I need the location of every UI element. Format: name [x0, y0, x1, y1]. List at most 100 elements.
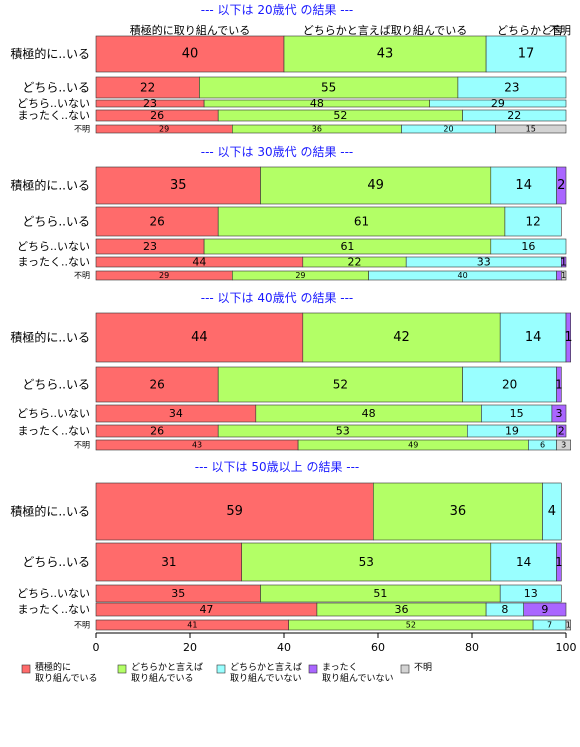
legend-label: 不明 — [414, 662, 432, 673]
data-label: 36 — [312, 125, 322, 134]
data-label: 14 — [515, 178, 532, 193]
bar-segment — [95, 206, 219, 237]
data-label: 15 — [526, 125, 536, 134]
data-label: 29 — [159, 125, 169, 134]
data-label: 59 — [226, 504, 243, 519]
data-label: 15 — [510, 407, 524, 420]
row-label: 積極的に..いる — [10, 330, 90, 345]
bar-segment — [217, 366, 463, 403]
data-label: 13 — [524, 587, 538, 600]
data-label: 3 — [561, 441, 566, 450]
row-label: どちら..いない — [17, 407, 90, 420]
data-label: 52 — [333, 109, 347, 122]
row-label: 不明 — [74, 441, 90, 450]
row-label: どちら..いない — [17, 240, 90, 253]
data-label: 23 — [143, 97, 157, 110]
x-axis: 0 20 40 60 80 100 — [93, 632, 577, 654]
bar-row: どちら..いない 35 51 13 — [17, 584, 562, 603]
data-label: 8 — [501, 603, 508, 616]
data-label: 26 — [150, 425, 164, 438]
data-label: 3 — [555, 407, 562, 420]
bar-segment — [95, 482, 374, 541]
data-label: 49 — [408, 441, 418, 450]
row-label: 積極的に..いる — [10, 46, 90, 61]
data-label: 52 — [406, 621, 416, 630]
row-label: 不明 — [74, 125, 90, 134]
bar-segment — [556, 439, 571, 451]
data-label: 2 — [558, 425, 565, 438]
data-label: 12 — [525, 215, 540, 229]
legend-label: 取り組んでいる — [131, 672, 194, 684]
data-label: 31 — [161, 555, 176, 569]
bar-row: まったく..ない 26 53 19 2 — [17, 425, 567, 438]
data-label: 61 — [340, 240, 354, 253]
bar-segment — [429, 99, 567, 108]
bar-segment — [283, 35, 487, 73]
panel-title: --- 以下は 40歳代 の結果 --- — [201, 291, 354, 305]
data-label: 26 — [149, 378, 164, 392]
bar-segment — [95, 312, 304, 363]
data-label: 35 — [171, 587, 185, 600]
tick-label: 40 — [277, 641, 291, 654]
bar-segment — [485, 35, 567, 73]
data-label: 14 — [516, 555, 531, 569]
data-label: 53 — [359, 555, 374, 569]
bar-segment — [556, 366, 562, 403]
bar-segment — [504, 206, 562, 237]
bar-segment — [556, 166, 567, 205]
row-label: どちら..いる — [22, 378, 90, 392]
tick-label: 20 — [183, 641, 197, 654]
data-label: 35 — [170, 178, 187, 193]
chart-panels: --- 以下は 20歳代 の結果 ---積極的に..いる 40 43 17どちら..い… — [10, 3, 572, 631]
panel-title: --- 以下は 30歳代 の結果 --- — [201, 145, 354, 159]
data-label: 40 — [182, 47, 199, 62]
data-label: 14 — [525, 330, 542, 345]
tick-label: 60 — [371, 641, 385, 654]
data-label: 1 — [560, 256, 567, 269]
row-label: まったく..ない — [17, 109, 90, 122]
data-label: 44 — [191, 330, 208, 345]
legend-label: 取り組んでいる — [35, 672, 98, 684]
legend-label: 取り組んでいない — [230, 672, 302, 684]
bar-segment — [499, 312, 567, 363]
bar-row: 不明 43 49 6 3 — [74, 439, 571, 451]
data-label: 40 — [458, 271, 468, 280]
data-label: 19 — [505, 425, 519, 438]
row-label: どちら..いる — [22, 555, 90, 569]
data-label: 23 — [143, 240, 157, 253]
bar-segment — [560, 256, 567, 268]
bar-row: 積極的に..いる 59 36 4 — [10, 482, 562, 541]
data-label: 49 — [367, 178, 384, 193]
data-label: 4 — [548, 504, 556, 519]
bar-segment — [565, 312, 571, 363]
data-label: 1 — [555, 378, 563, 392]
column-header: 不明 — [549, 24, 571, 37]
data-label: 20 — [443, 125, 453, 134]
data-label: 1 — [555, 555, 563, 569]
bar-row: どちら..いない 23 48 29 — [17, 97, 567, 110]
bar-segment — [457, 76, 567, 99]
bar-segment — [260, 166, 492, 205]
data-label: 53 — [336, 425, 350, 438]
bar-row: まったく..ない 44 22 33 1 — [17, 256, 567, 269]
row-label: どちら..いる — [22, 81, 90, 95]
bar-segment — [556, 542, 562, 582]
data-label: 26 — [150, 109, 164, 122]
data-label: 22 — [140, 81, 155, 95]
tick-label: 100 — [556, 641, 577, 654]
data-label: 17 — [518, 47, 535, 62]
bar-segment — [490, 166, 557, 205]
column-header: どちらかと言えば取り組んでいる — [303, 24, 467, 37]
legend-swatch — [308, 664, 318, 674]
data-label: 48 — [362, 407, 376, 420]
bar-row: どちら..いない 34 48 15 3 — [17, 404, 567, 423]
legend-label: まったく — [322, 662, 358, 673]
data-label: 55 — [321, 81, 336, 95]
bar-segment — [490, 238, 567, 255]
data-label: 36 — [450, 504, 467, 519]
bar-row: まったく..ない 26 52 22 — [17, 109, 567, 122]
panel: --- 以下は 40歳代 の結果 ---積極的に..いる 44 42 14 1どちら..… — [10, 291, 572, 451]
bar-row: 積極的に..いる 44 42 14 1 — [10, 312, 572, 363]
bar-row: どちら..いる 31 53 14 1 — [22, 542, 563, 582]
legend-label: 積極的に — [35, 661, 71, 673]
